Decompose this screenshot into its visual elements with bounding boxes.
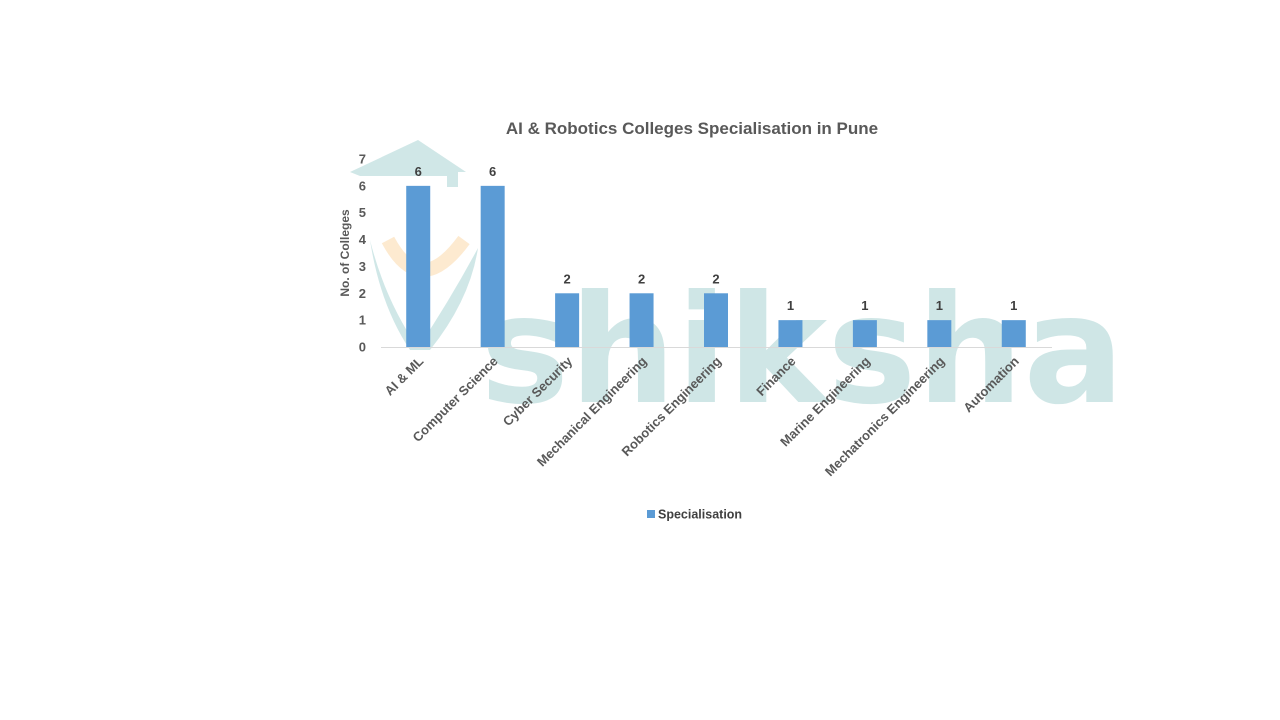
legend: Specialisation [647,508,742,522]
watermark-swoosh-icon [370,240,478,350]
watermark: shiksha [350,140,1125,438]
bar [406,185,431,347]
data-label: 1 [787,298,794,313]
y-tick-label: 7 [359,152,366,167]
bar [1001,320,1026,347]
data-label: 1 [1010,298,1017,313]
y-tick-label: 1 [359,313,366,328]
y-tick-label: 6 [359,178,366,193]
watermark-cap-icon [350,140,466,187]
y-axis-label: No. of Colleges [338,209,352,297]
data-label: 6 [415,164,422,179]
y-tick-label: 5 [359,205,366,220]
bars [406,185,1026,347]
data-label: 2 [563,271,570,286]
data-label: 6 [489,164,496,179]
legend-swatch [647,510,655,518]
y-tick-label: 2 [359,286,366,301]
bar [927,320,952,347]
legend-label: Specialisation [658,508,742,522]
bar [555,293,580,347]
bar [629,293,654,347]
bar [778,320,803,347]
y-tick-label: 3 [359,259,366,274]
y-tick-label: 4 [359,232,367,247]
data-label: 2 [712,271,719,286]
bar [704,293,728,347]
data-label: 1 [936,298,943,313]
watermark-text: shiksha [480,264,1125,438]
chart-title: AI & Robotics Colleges Specialisation in… [506,119,878,138]
data-label: 1 [861,298,868,313]
data-label: 2 [638,271,645,286]
x-tick-label: AI & ML [382,353,427,398]
bar [480,185,505,347]
y-axis-ticks: 0 1 2 3 4 5 6 7 [359,152,367,355]
y-tick-label: 0 [359,340,366,355]
data-labels: 6 6 2 2 2 1 1 1 1 [415,164,1018,313]
bar [852,320,877,347]
